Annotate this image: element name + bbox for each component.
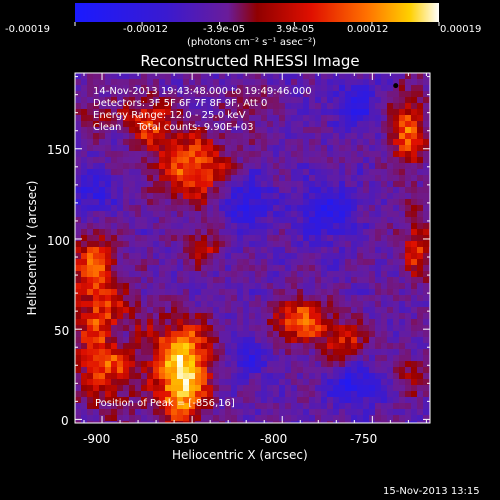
x-tick-label: -750 (350, 432, 378, 446)
annotation-line: 14-Nov-2013 19:43:48.000 to 19:49:46.000 (93, 86, 312, 97)
y-tick-label: 50 (54, 324, 70, 338)
x-axis-label: Heliocentric X (arcsec) (172, 448, 308, 462)
annotation-line: Energy Range: 12.0 - 25.0 keV (93, 110, 246, 121)
y-axis-label: Heliocentric Y (arcsec) (25, 180, 39, 316)
peak-position-label: Position of Peak = [-856,16] (95, 398, 235, 409)
colorbar-tick-label: 0.00012 (347, 24, 389, 35)
colorbar-tick-label: 0.00019 (440, 24, 482, 35)
annotation-line: Detectors: 3F 5F 6F 7F 8F 9F, Att 0 (93, 98, 268, 109)
x-tick-label: -800 (260, 432, 288, 446)
colorbar-ticks (74, 22, 440, 26)
axis-ticks (75, 73, 430, 423)
plot-frame (74, 72, 431, 424)
colorbar-unit-label: (photons cm⁻² s⁻¹ asec⁻²) (187, 37, 317, 48)
colorbar-tick-label: -0.00019 (5, 24, 50, 35)
x-tick-label: -900 (83, 432, 111, 446)
colorbar (75, 3, 439, 22)
heatmap-image (75, 73, 431, 424)
y-tick-label: 150 (47, 143, 70, 157)
colorbar-tick-label: -0.00012 (123, 24, 168, 35)
y-tick-label: 0 (61, 414, 69, 428)
footer-timestamp: 15-Nov-2013 13:15 (383, 486, 480, 497)
colorbar-tick-label: 3.9e-05 (276, 24, 315, 35)
peak-marker (393, 83, 399, 89)
chart-title: Reconstructed RHESSI Image (140, 52, 360, 70)
x-tick-label: -850 (171, 432, 199, 446)
annotation-line: Clean Total counts: 9.90E+03 (93, 122, 254, 133)
y-tick-label: 100 (47, 234, 70, 248)
colorbar-tick-label: -3.9e-05 (203, 24, 245, 35)
